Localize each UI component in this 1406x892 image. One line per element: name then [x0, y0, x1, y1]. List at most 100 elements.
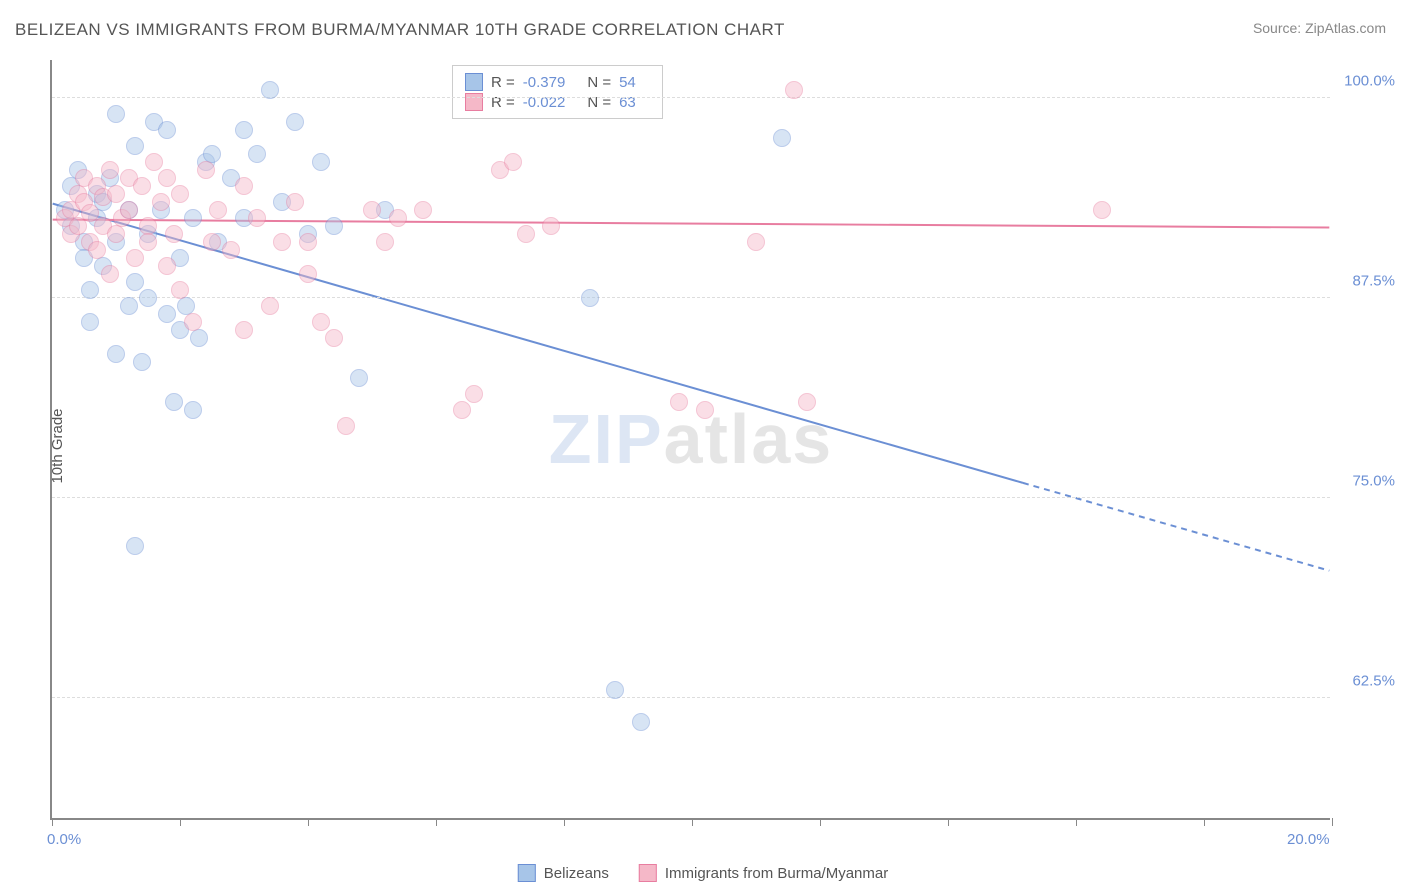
scatter-point-belizeans — [126, 537, 144, 555]
gridline-h — [52, 97, 1330, 98]
scatter-point-belizeans — [139, 289, 157, 307]
stats-row-burma: R = -0.022 N = 63 — [465, 93, 650, 111]
scatter-point-burma — [171, 281, 189, 299]
scatter-point-burma — [465, 385, 483, 403]
x-tick — [1332, 818, 1333, 826]
y-tick-label: 62.5% — [1352, 673, 1395, 690]
x-tick — [308, 818, 309, 826]
scatter-point-belizeans — [81, 313, 99, 331]
scatter-point-burma — [299, 233, 317, 251]
scatter-point-belizeans — [325, 217, 343, 235]
scatter-point-burma — [171, 185, 189, 203]
scatter-point-burma — [542, 217, 560, 235]
scatter-point-burma — [197, 161, 215, 179]
watermark: ZIPatlas — [549, 399, 833, 479]
scatter-point-belizeans — [158, 121, 176, 139]
scatter-point-belizeans — [632, 713, 650, 731]
scatter-point-burma — [126, 249, 144, 267]
scatter-point-burma — [299, 265, 317, 283]
scatter-point-burma — [453, 401, 471, 419]
scatter-point-burma — [107, 185, 125, 203]
x-tick — [820, 818, 821, 826]
legend-item-belizeans: Belizeans — [518, 864, 609, 882]
legend-label-belizeans: Belizeans — [544, 865, 609, 882]
scatter-point-burma — [517, 225, 535, 243]
source-label: Source: — [1253, 20, 1301, 36]
scatter-point-burma — [222, 241, 240, 259]
gridline-h — [52, 497, 1330, 498]
x-tick — [564, 818, 565, 826]
scatter-point-belizeans — [248, 145, 266, 163]
scatter-point-belizeans — [184, 401, 202, 419]
scatter-point-belizeans — [158, 305, 176, 323]
scatter-point-burma — [235, 321, 253, 339]
scatter-point-burma — [798, 393, 816, 411]
legend-swatch-burma — [639, 864, 657, 882]
scatter-point-belizeans — [107, 345, 125, 363]
scatter-point-burma — [248, 209, 266, 227]
scatter-point-belizeans — [126, 137, 144, 155]
scatter-point-belizeans — [606, 681, 624, 699]
x-tick — [52, 818, 53, 826]
stats-row-belizeans: R = -0.379 N = 54 — [465, 73, 650, 91]
legend-item-burma: Immigrants from Burma/Myanmar — [639, 864, 888, 882]
scatter-point-burma — [107, 225, 125, 243]
scatter-point-burma — [203, 233, 221, 251]
x-tick — [180, 818, 181, 826]
scatter-point-belizeans — [107, 105, 125, 123]
scatter-point-burma — [120, 201, 138, 219]
r-value-0: -0.379 — [523, 74, 566, 91]
scatter-point-burma — [785, 81, 803, 99]
scatter-point-belizeans — [81, 281, 99, 299]
n-label-0: N = — [587, 74, 611, 91]
scatter-point-burma — [158, 169, 176, 187]
gridline-h — [52, 697, 1330, 698]
scatter-point-burma — [88, 241, 106, 259]
scatter-point-burma — [376, 233, 394, 251]
x-tick — [436, 818, 437, 826]
plot-area: ZIPatlas R = -0.379 N = 54 R = -0.022 N … — [50, 60, 1330, 820]
scatter-point-belizeans — [126, 273, 144, 291]
r-label-0: R = — [491, 74, 515, 91]
n-value-0: 54 — [619, 74, 636, 91]
scatter-point-burma — [670, 393, 688, 411]
x-tick — [1076, 818, 1077, 826]
x-tick-label: 0.0% — [47, 831, 81, 848]
scatter-point-burma — [286, 193, 304, 211]
scatter-point-burma — [363, 201, 381, 219]
scatter-point-burma — [101, 265, 119, 283]
y-tick-label: 75.0% — [1352, 473, 1395, 490]
scatter-point-burma — [145, 153, 163, 171]
watermark-atlas: atlas — [664, 400, 834, 478]
scatter-point-burma — [184, 313, 202, 331]
scatter-point-belizeans — [120, 297, 138, 315]
scatter-point-burma — [209, 201, 227, 219]
y-tick-label: 87.5% — [1352, 273, 1395, 290]
swatch-belizeans — [465, 73, 483, 91]
scatter-point-burma — [261, 297, 279, 315]
watermark-zip: ZIP — [549, 400, 664, 478]
scatter-point-burma — [389, 209, 407, 227]
scatter-point-burma — [101, 161, 119, 179]
scatter-point-burma — [696, 401, 714, 419]
scatter-point-burma — [312, 313, 330, 331]
y-tick-label: 100.0% — [1344, 73, 1395, 90]
scatter-point-belizeans — [350, 369, 368, 387]
scatter-point-belizeans — [133, 353, 151, 371]
scatter-point-belizeans — [261, 81, 279, 99]
x-tick — [1204, 818, 1205, 826]
scatter-point-belizeans — [235, 121, 253, 139]
scatter-point-burma — [152, 193, 170, 211]
scatter-point-burma — [1093, 201, 1111, 219]
scatter-point-burma — [158, 257, 176, 275]
scatter-point-burma — [235, 177, 253, 195]
swatch-burma — [465, 93, 483, 111]
scatter-point-burma — [504, 153, 522, 171]
scatter-point-burma — [133, 177, 151, 195]
legend-label-burma: Immigrants from Burma/Myanmar — [665, 865, 888, 882]
scatter-point-burma — [139, 233, 157, 251]
scatter-point-belizeans — [312, 153, 330, 171]
chart-container: BELIZEAN VS IMMIGRANTS FROM BURMA/MYANMA… — [0, 0, 1406, 892]
scatter-point-belizeans — [581, 289, 599, 307]
scatter-point-belizeans — [184, 209, 202, 227]
